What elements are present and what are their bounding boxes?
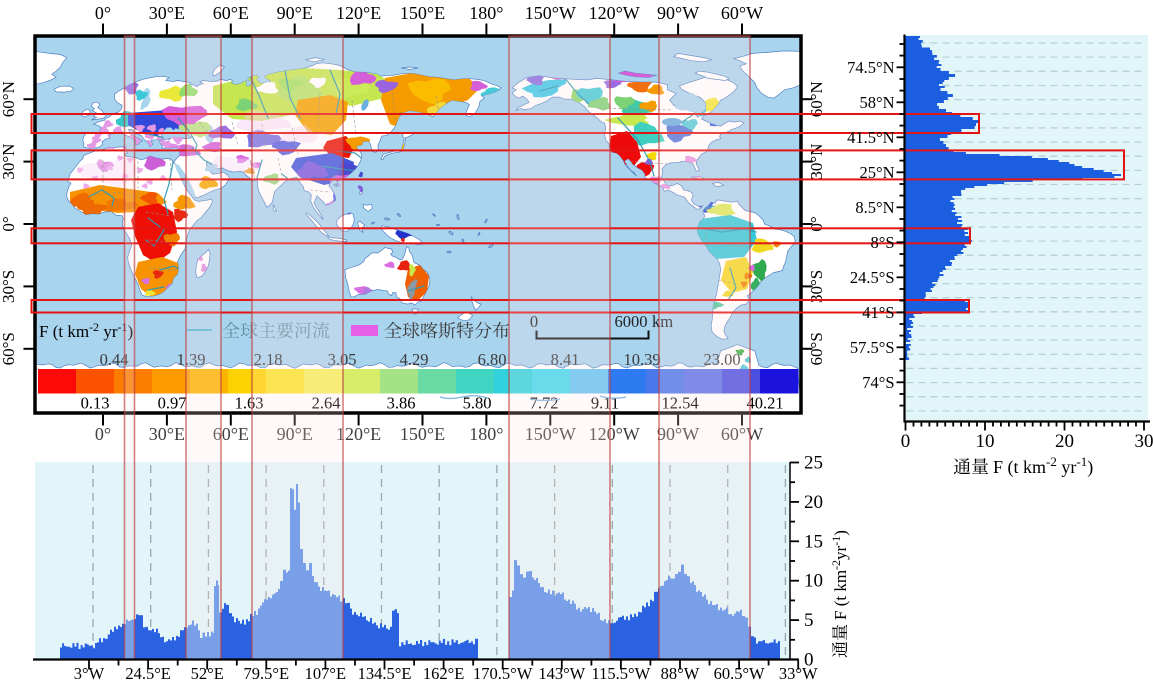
svg-text:24.5°E: 24.5°E: [125, 664, 171, 683]
svg-text:60°N: 60°N: [807, 81, 826, 117]
svg-text:52°E: 52°E: [191, 664, 224, 683]
svg-text:3.86: 3.86: [387, 394, 416, 413]
svg-text:0.13: 0.13: [81, 394, 110, 413]
svg-text:120°E: 120°E: [336, 424, 381, 444]
svg-text:1.39: 1.39: [177, 350, 206, 369]
svg-text:57.5°S: 57.5°S: [850, 338, 895, 357]
svg-text:107°E: 107°E: [305, 664, 346, 683]
svg-text:120°E: 120°E: [336, 3, 381, 23]
svg-text:90°E: 90°E: [277, 3, 313, 23]
svg-text:115.5°W: 115.5°W: [592, 664, 651, 683]
svg-text:40.21: 40.21: [746, 394, 783, 413]
svg-text:60°E: 60°E: [213, 3, 249, 23]
svg-text:58°N: 58°N: [859, 93, 894, 112]
svg-text:33°W: 33°W: [779, 664, 818, 683]
svg-text:134.5°E: 134.5°E: [358, 664, 412, 683]
svg-text:180°: 180°: [469, 3, 503, 23]
svg-text:30°E: 30°E: [149, 3, 185, 23]
svg-text:162°E: 162°E: [423, 664, 464, 683]
svg-text:30°N: 30°N: [0, 144, 18, 180]
svg-text:3.05: 3.05: [328, 350, 357, 369]
svg-text:150°W: 150°W: [525, 3, 576, 23]
svg-text:74.5°N: 74.5°N: [847, 58, 894, 77]
svg-text:41.5°N: 41.5°N: [847, 128, 894, 147]
svg-text:30°E: 30°E: [149, 424, 185, 444]
svg-text:60°W: 60°W: [721, 424, 763, 444]
svg-text:30°S: 30°S: [0, 270, 18, 303]
svg-text:60°S: 60°S: [807, 332, 826, 365]
svg-text:10: 10: [976, 431, 995, 452]
svg-text:0.97: 0.97: [158, 394, 187, 413]
svg-text:12.54: 12.54: [661, 394, 698, 413]
svg-text:74°S: 74°S: [862, 373, 894, 392]
svg-text:25: 25: [804, 453, 823, 474]
svg-text:120°W: 120°W: [589, 3, 640, 23]
svg-text:60°S: 60°S: [0, 332, 18, 365]
svg-text:10.39: 10.39: [623, 350, 660, 369]
svg-text:23.00: 23.00: [703, 350, 740, 369]
svg-text:4.29: 4.29: [400, 350, 429, 369]
svg-text:120°W: 120°W: [589, 424, 640, 444]
svg-text:8°S: 8°S: [870, 233, 894, 252]
svg-text:20: 20: [804, 492, 823, 513]
svg-text:60°N: 60°N: [0, 81, 18, 117]
svg-text:180°: 180°: [469, 424, 503, 444]
svg-text:7.72: 7.72: [530, 394, 559, 413]
svg-text:8.41: 8.41: [551, 350, 580, 369]
svg-text:3°W: 3°W: [74, 664, 105, 683]
svg-text:30: 30: [1135, 431, 1153, 452]
svg-text:24.5°S: 24.5°S: [850, 268, 895, 287]
svg-text:170.5°W: 170.5°W: [473, 664, 533, 683]
svg-text:30°S: 30°S: [807, 270, 826, 303]
svg-text:90°W: 90°W: [657, 424, 699, 444]
svg-text:0°: 0°: [95, 3, 111, 23]
svg-text:30°N: 30°N: [807, 144, 826, 180]
svg-text:150°E: 150°E: [400, 3, 445, 23]
svg-text:km: km: [652, 312, 673, 331]
svg-text:8.5°N: 8.5°N: [855, 198, 894, 217]
svg-text:F (t km-2 yr-1): F (t km-2 yr-1): [993, 454, 1093, 478]
svg-text:6.80: 6.80: [478, 350, 507, 369]
svg-text:79.5°E: 79.5°E: [244, 664, 290, 683]
svg-text:41°S: 41°S: [862, 303, 894, 322]
svg-text:2.18: 2.18: [254, 350, 283, 369]
svg-text:15: 15: [804, 531, 823, 552]
svg-text:0.44: 0.44: [100, 350, 129, 369]
svg-text:0: 0: [530, 312, 538, 331]
svg-text:2.64: 2.64: [312, 394, 341, 413]
svg-text:20: 20: [1055, 431, 1074, 452]
svg-text:5: 5: [804, 610, 814, 631]
svg-text:150°E: 150°E: [400, 424, 445, 444]
svg-text:150°W: 150°W: [525, 424, 576, 444]
svg-text:60°W: 60°W: [721, 3, 763, 23]
svg-text:90°W: 90°W: [657, 3, 699, 23]
svg-text:90°E: 90°E: [277, 424, 313, 444]
svg-text:25°N: 25°N: [859, 163, 894, 182]
svg-text:F (t km-2yr-1): F (t km-2yr-1): [829, 530, 850, 620]
svg-text:88°W: 88°W: [661, 664, 700, 683]
svg-text:6000: 6000: [615, 312, 648, 331]
svg-text:0°: 0°: [95, 424, 111, 444]
svg-text:0°: 0°: [0, 216, 18, 231]
svg-text:0: 0: [804, 650, 814, 671]
svg-text:F (t km-2 yr-1): F (t km-2 yr-1): [39, 320, 133, 341]
svg-text:5.80: 5.80: [463, 394, 492, 413]
svg-text:10: 10: [804, 571, 823, 592]
svg-text:1.63: 1.63: [235, 394, 264, 413]
svg-text:143°W: 143°W: [538, 664, 585, 683]
svg-text:0: 0: [901, 431, 911, 452]
svg-text:60.5°W: 60.5°W: [714, 664, 765, 683]
